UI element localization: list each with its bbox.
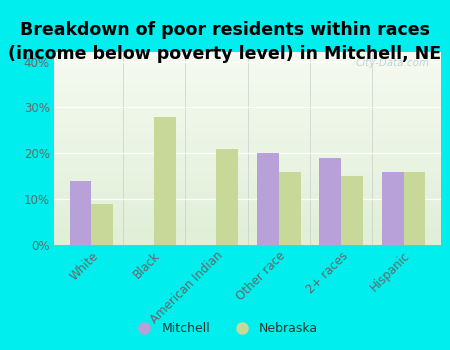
Bar	[341, 176, 363, 245]
Text: Breakdown of poor residents within races
(income below poverty level) in Mitchel: Breakdown of poor residents within races…	[9, 21, 441, 63]
Bar	[279, 172, 301, 245]
Bar	[404, 172, 425, 245]
Bar	[257, 153, 279, 245]
Bar	[382, 172, 404, 245]
Bar	[216, 149, 238, 245]
Bar	[320, 158, 341, 245]
Bar	[91, 204, 113, 245]
Bar	[154, 117, 176, 245]
Bar	[70, 181, 91, 245]
Text: City-Data.com: City-Data.com	[355, 58, 429, 68]
Legend: Mitchell, Nebraska: Mitchell, Nebraska	[127, 317, 323, 340]
